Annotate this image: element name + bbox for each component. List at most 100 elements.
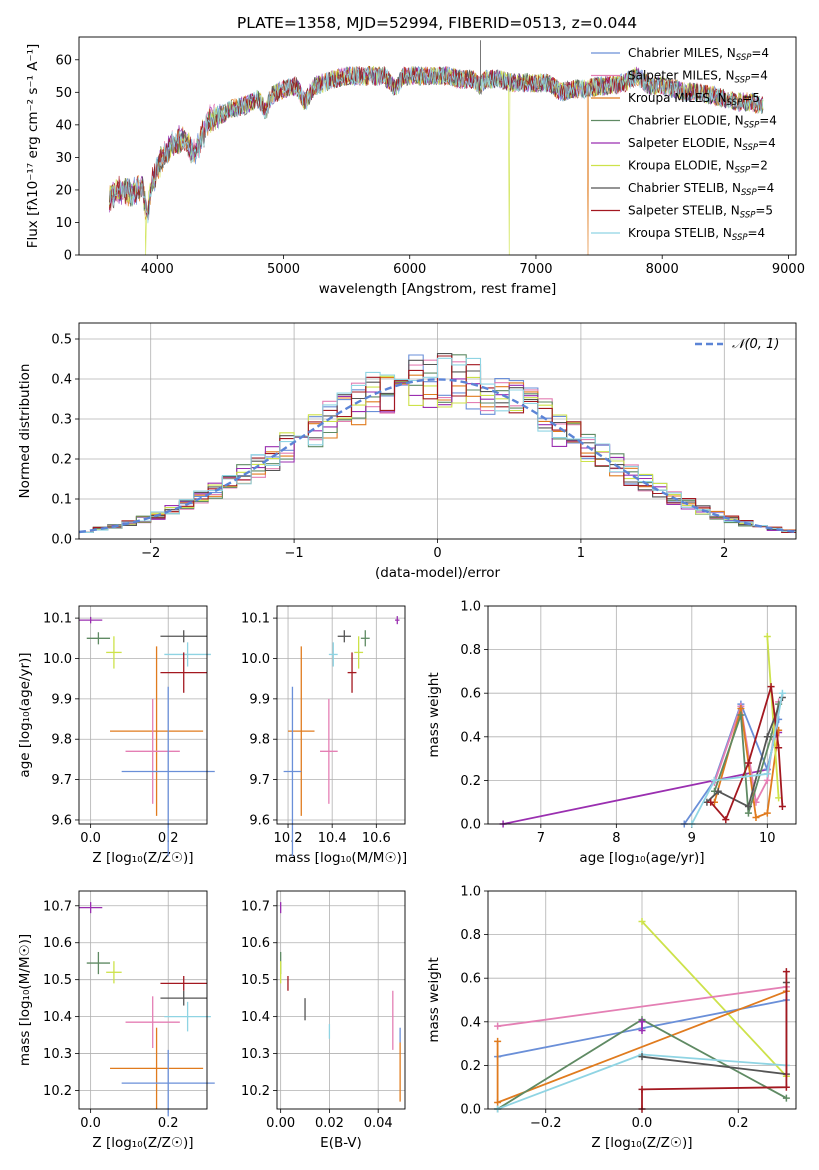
weight-marker-salpeter-stelib [722, 816, 730, 824]
legend-label: Kroupa MILES, NSSP=5 [628, 91, 760, 108]
x-tick-label: −2 [141, 546, 160, 561]
panel-mass-vs-z: 0.0 0.2 10.2 10.3 10.4 10.5 10.6 10.7 Z [log₁₀(Z… [17, 890, 215, 1151]
legend-label-tail: =4 [751, 46, 769, 60]
y-tick-label: 0.3 [51, 413, 72, 428]
y-tick-label: 0.2 [460, 1059, 481, 1074]
y-tick-label: 0.4 [460, 1015, 481, 1030]
x-tick-label: 4000 [141, 262, 174, 277]
weight-marker-salpeter-stelib [782, 1083, 790, 1091]
x-tick-label: 9000 [772, 262, 805, 277]
x-tick-label: 0.2 [728, 1116, 749, 1131]
y-tick-label: 30 [55, 151, 72, 166]
x-axis-label: wavelength [Angstrom, rest frame] [319, 281, 557, 297]
y-tick-label: 10.7 [241, 899, 270, 914]
legend-label-main: Chabrier ELODIE, N [628, 114, 744, 128]
y-axis-label: Flux [fλ10⁻¹⁷ erg cm⁻² s⁻¹ A⁻¹] [25, 44, 41, 249]
y-tick-label: 10.0 [43, 652, 72, 667]
x-tick-label: 7000 [519, 262, 552, 277]
x-tick-label: 2 [720, 546, 728, 561]
normal-curve [78, 378, 797, 534]
legend-label-main: Salpeter MILES, N [628, 69, 735, 83]
x-tick-label: 9 [688, 831, 696, 846]
weight-marker-chabrier-stelib [638, 1053, 646, 1061]
legend-label: Chabrier STELIB, NSSP=4 [628, 181, 774, 198]
x-tick-label: 7 [537, 831, 545, 846]
y-tick-label: 10.6 [241, 936, 270, 951]
weight-line-kroupa-elodie [766, 636, 780, 798]
weight-marker-salpeter-stelib [782, 968, 790, 976]
legend-label-main: Salpeter STELIB, N [628, 204, 740, 218]
weight-marker-kroupa-miles [752, 813, 760, 821]
y-tick-label: 0.8 [460, 928, 481, 943]
x-tick-label: 0.04 [364, 1116, 393, 1131]
panel-age-vs-z: 0.0 0.29.69.79.89.910.010.1Z [log₁₀(Z/Z☉)… [17, 605, 215, 866]
x-tick-label: 1 [577, 546, 585, 561]
x-tick-label: 10 [759, 831, 776, 846]
y-tick-label: 0.8 [460, 643, 481, 658]
axes-frame [487, 605, 797, 825]
x-tick-label: 8 [612, 831, 620, 846]
y-tick-label: 10.7 [43, 899, 72, 914]
legend-label: Kroupa ELODIE, NSSP=2 [628, 159, 768, 176]
legend-label-tail: =4 [757, 181, 775, 195]
y-tick-label: 20 [55, 183, 72, 198]
spectrum-line-kroupa-stelib [109, 66, 764, 224]
legend-label-tail: =5 [755, 204, 773, 218]
legend-label-sub: SSP [736, 53, 752, 63]
y-tick-label: 9.7 [249, 773, 270, 788]
legend-label-tail: =4 [748, 226, 766, 240]
y-tick-label: 10.1 [241, 612, 270, 627]
weight-marker-chabrier-stelib [744, 803, 752, 811]
y-tick-label: 9.6 [249, 813, 270, 828]
histogram-kroupa-stelib [79, 357, 796, 533]
x-tick-label: 10.6 [362, 831, 391, 846]
weight-marker-kroupa-stelib [763, 770, 771, 778]
axes-frame [487, 890, 797, 1110]
weight-marker-chabrier-stelib [763, 733, 771, 741]
legend-label-sub: SSP [742, 143, 758, 153]
axes-frame [78, 36, 797, 256]
y-tick-label: 0.5 [51, 333, 72, 348]
weight-marker-kroupa-elodie [638, 918, 646, 926]
weight-marker-salpeter-stelib [744, 759, 752, 767]
weight-marker-salpeter-stelib [638, 1085, 646, 1093]
panel-mass-vs-ebv: 0.00 0.02 0.04 10.2 10.3 10.4 10.5 10.6 10.7 E(B-… [241, 890, 406, 1151]
x-tick-label: 5000 [267, 262, 300, 277]
y-tick-label: 10 [55, 216, 72, 231]
y-tick-label: 10.0 [241, 652, 270, 667]
weight-marker-kroupa-miles [494, 1098, 502, 1106]
legend-label-main: Kroupa MILES, N [628, 91, 727, 105]
legend-label-sub: SSP [732, 233, 748, 243]
y-axis-label: mass weight [426, 672, 442, 757]
x-axis-label: E(B-V) [320, 1135, 362, 1151]
x-tick-label: 0.0 [632, 1116, 653, 1131]
y-tick-label: 0.2 [460, 774, 481, 789]
y-tick-label: 0.2 [51, 453, 72, 468]
axes-frame [78, 605, 208, 825]
panel-age-vs-mass: 10.2 10.4 10.6 9.6 9.7 9.8 9.9 10.0 10.1 mass [lo… [241, 605, 407, 866]
legend-label-tail: =5 [742, 91, 760, 105]
panel-residuals: −2 −1 0 1 2 0.0 0.1 0.2 0.3 0.4 0.5 (data-model)/er… [17, 322, 797, 581]
y-tick-label: 0.6 [460, 972, 481, 987]
legend-label-tail: =4 [750, 69, 768, 83]
weight-marker-chabrier-elodie [744, 809, 752, 817]
y-tick-label: 10.3 [241, 1047, 270, 1062]
weight-marker-chabrier-elodie [737, 711, 745, 719]
weight-marker-kroupa-miles [494, 1037, 502, 1045]
legend-label-main: Salpeter ELODIE, N [628, 136, 742, 150]
y-axis-label: Normed distribution [17, 364, 33, 499]
weight-marker-kroupa-miles [763, 809, 771, 817]
x-tick-label: −1 [285, 546, 304, 561]
y-tick-label: 0 [64, 249, 72, 264]
weight-line-salpeter-stelib [710, 686, 784, 822]
legend-label-sub: SSP [735, 76, 751, 86]
weight-marker-kroupa-stelib [710, 776, 718, 784]
axes-frame [78, 890, 208, 1110]
y-tick-label: 10.5 [241, 973, 270, 988]
x-axis-label: Z [log₁₀(Z/Z☉)] [591, 1135, 692, 1151]
y-tick-label: 9.6 [51, 813, 72, 828]
weight-line-salpeter-miles [497, 986, 787, 1028]
y-tick-label: 9.7 [51, 773, 72, 788]
y-tick-label: 1.0 [460, 885, 481, 900]
axes-frame [78, 322, 797, 540]
